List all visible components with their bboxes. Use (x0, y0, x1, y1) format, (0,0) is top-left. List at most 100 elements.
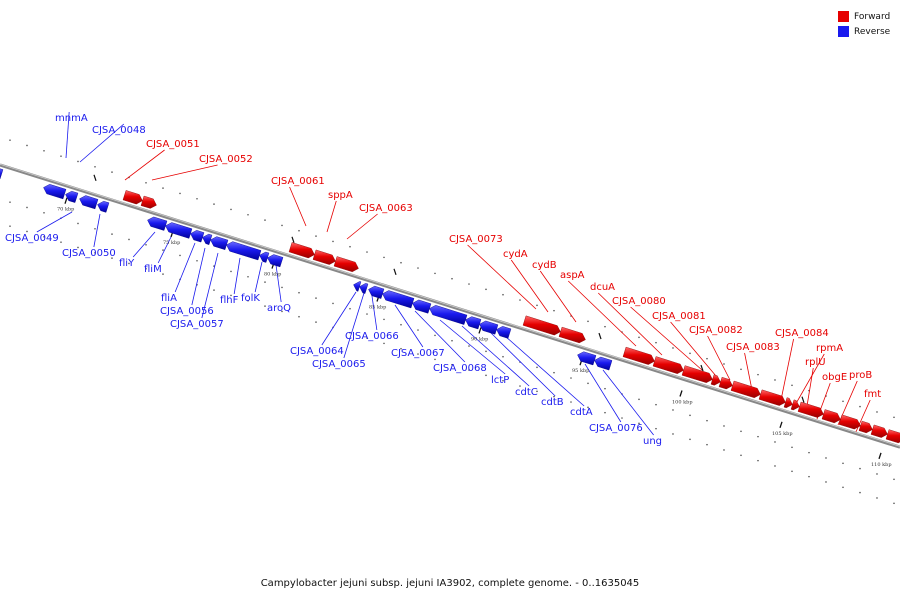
gene-arrow-folK[interactable] (259, 251, 270, 263)
gene-arrow-obgE[interactable] (797, 401, 824, 418)
gene-arrow-fliY[interactable] (147, 216, 168, 231)
gene-arrow-aroQ[interactable] (267, 254, 284, 268)
gene-label-CJSA_0082[interactable]: CJSA_0082 (689, 325, 743, 336)
gene-label-fliY[interactable]: fliY (119, 258, 135, 269)
gene-arrow-CJSA_0065[interactable] (359, 283, 369, 294)
gene-arrow-fmt[interactable] (838, 414, 861, 430)
gene-label-cdtC[interactable]: cdtC (515, 387, 538, 398)
gene-label-cdtB[interactable]: cdtB (541, 397, 564, 408)
gene-label-CJSA_0051[interactable]: CJSA_0051 (146, 139, 200, 150)
gene-label-CJSA_0048[interactable]: CJSA_0048 (92, 125, 146, 136)
gene-label-cdtA[interactable]: cdtA (570, 407, 593, 418)
gene-label-CJSA_0081[interactable]: CJSA_0081 (652, 311, 706, 322)
gene-label-mnmA[interactable]: mnmA (55, 113, 88, 124)
gene-label-ung[interactable]: ung (643, 436, 662, 447)
gene-arrow-CJSA_0050[interactable] (79, 195, 99, 210)
gene-arrow-CJSA_0076[interactable] (577, 351, 597, 366)
track-dot (859, 491, 861, 494)
gene-arrow-CJSA_0057[interactable] (210, 236, 229, 250)
gene-arrow-CJSA_0082[interactable] (718, 376, 733, 390)
track-dot (876, 497, 878, 499)
gene-label-cydA[interactable]: cydA (503, 249, 528, 260)
gene-arrow-CJSA_0052[interactable] (140, 195, 157, 209)
gene-arrow-fliA[interactable] (190, 230, 205, 243)
track-dot (604, 411, 606, 414)
gene-arrow-fmt-next[interactable] (858, 420, 873, 434)
gene-label-dcuA[interactable]: dcuA (590, 282, 615, 293)
gene-arrow-CJSA_0083[interactable] (730, 380, 761, 399)
gene-label-CJSA_0050[interactable]: CJSA_0050 (62, 248, 116, 259)
gene-arrow-fliM[interactable] (165, 222, 193, 239)
gene-arrow-CJSA_0067[interactable] (412, 299, 432, 314)
gene-label-CJSA_0084[interactable]: CJSA_0084 (775, 328, 829, 339)
gene-arrow-CJSA_0049b[interactable] (65, 190, 79, 203)
gene-arrow-ung[interactable] (594, 356, 613, 371)
gene-arrow-rpmA[interactable] (783, 397, 793, 409)
gene-label-CJSA_0066[interactable]: CJSA_0066 (345, 331, 399, 342)
gene-label-rplU[interactable]: rplU (805, 357, 826, 368)
scale-tick-label: 90 kbp (471, 336, 488, 342)
gene-arrow-rplU[interactable] (790, 399, 800, 411)
scale-tick-label: 70 kbp (57, 207, 74, 213)
gene-label-sppA[interactable]: sppA (328, 190, 353, 201)
gene-label-cydB[interactable]: cydB (532, 260, 557, 271)
gene-arrow-sppA[interactable] (312, 249, 336, 265)
gene-label-CJSA_0067[interactable]: CJSA_0067 (391, 348, 445, 359)
gene-arrow-dcuA[interactable] (652, 356, 684, 374)
gene-label-fliA[interactable]: fliA (161, 293, 177, 304)
gene-arrow-CJSA_0056[interactable] (202, 233, 213, 245)
gene-label-aspA[interactable]: aspA (560, 270, 585, 281)
gene-arrow-CJSA_0067a[interactable] (382, 290, 415, 309)
leader-line-CJSA_0057 (201, 252, 219, 319)
gene-arrow-CJSA_0051[interactable] (122, 190, 143, 205)
gene-arrow-CJSA_0073[interactable] (522, 315, 561, 336)
gene-arrow-flhF[interactable] (226, 241, 262, 261)
gene-arrow-proB[interactable] (821, 409, 841, 424)
gene-arrow-CJSA_0061[interactable] (288, 242, 315, 259)
gene-label-CJSA_0068[interactable]: CJSA_0068 (433, 363, 487, 374)
track-dot (553, 309, 555, 312)
gene-label-CJSA_0064[interactable]: CJSA_0064 (290, 346, 344, 357)
gene-label-flhF[interactable]: flhF (220, 295, 239, 306)
gene-label-CJSA_0076[interactable]: CJSA_0076 (589, 423, 643, 434)
gene-label-CJSA_0056[interactable]: CJSA_0056 (160, 306, 214, 317)
gene-arrow-CJSA_0063[interactable] (333, 256, 359, 273)
gene-label-folK[interactable]: folK (241, 293, 260, 304)
gene-arrow-CJSA_0049[interactable] (43, 184, 67, 200)
gene-label-CJSA_0063[interactable]: CJSA_0063 (359, 203, 413, 214)
gene-label-CJSA_0073[interactable]: CJSA_0073 (449, 234, 503, 245)
gene-arrow-cydA[interactable] (558, 326, 586, 344)
gene-label-proB[interactable]: proB (849, 370, 872, 381)
gene-label-aroQ[interactable]: aroQ (267, 303, 291, 314)
gene-arrow-cdtB[interactable] (496, 326, 512, 339)
leader-line-CJSA_0051 (124, 149, 165, 181)
gene-label-obgE[interactable]: obgE (822, 372, 847, 383)
gene-label-CJSA_0057[interactable]: CJSA_0057 (170, 319, 224, 330)
gene-label-fliM[interactable]: fliM (144, 264, 162, 275)
gene-label-CJSA_0083[interactable]: CJSA_0083 (726, 342, 780, 353)
track-dot (162, 273, 164, 275)
gene-label-CJSA_0049[interactable]: CJSA_0049 (5, 233, 59, 244)
scale-tick-label: 75 kbp (163, 240, 180, 246)
gene-arrow-CJSA_0068[interactable] (429, 305, 468, 325)
gene-arrow-next1[interactable] (870, 424, 888, 438)
gene-arrow-CJSA_0050b[interactable] (97, 200, 110, 213)
gene-label-rpmA[interactable]: rpmA (816, 343, 843, 354)
gene-label-CJSA_0061[interactable]: CJSA_0061 (271, 176, 325, 187)
gene-label-lctP[interactable]: lctP (491, 375, 509, 386)
gene-arrow-CJSA_0080[interactable] (681, 365, 713, 383)
gene-arrow-aspA[interactable] (622, 346, 655, 365)
gene-arrow-next2[interactable] (885, 429, 900, 444)
gene-label-CJSA_0052[interactable]: CJSA_0052 (199, 154, 253, 165)
gene-arrow-CJSA_0064[interactable] (353, 281, 362, 292)
leader-line-CJSA_0063 (346, 213, 378, 240)
gene-arrow-CJSA_0081[interactable] (710, 374, 721, 386)
gene-label-CJSA_0080[interactable]: CJSA_0080 (612, 296, 666, 307)
gene-label-CJSA_0065[interactable]: CJSA_0065 (312, 359, 366, 370)
gene-arrow-CJSA_0084[interactable] (758, 389, 786, 406)
gene-label-fmt[interactable]: fmt (864, 389, 881, 400)
gene-arrow-cdtC[interactable] (479, 320, 499, 335)
gene-arrow-CJSA_0066[interactable] (368, 285, 385, 299)
gene-arrow-lctP[interactable] (465, 316, 482, 330)
gene-arrow[interactable] (0, 168, 4, 180)
